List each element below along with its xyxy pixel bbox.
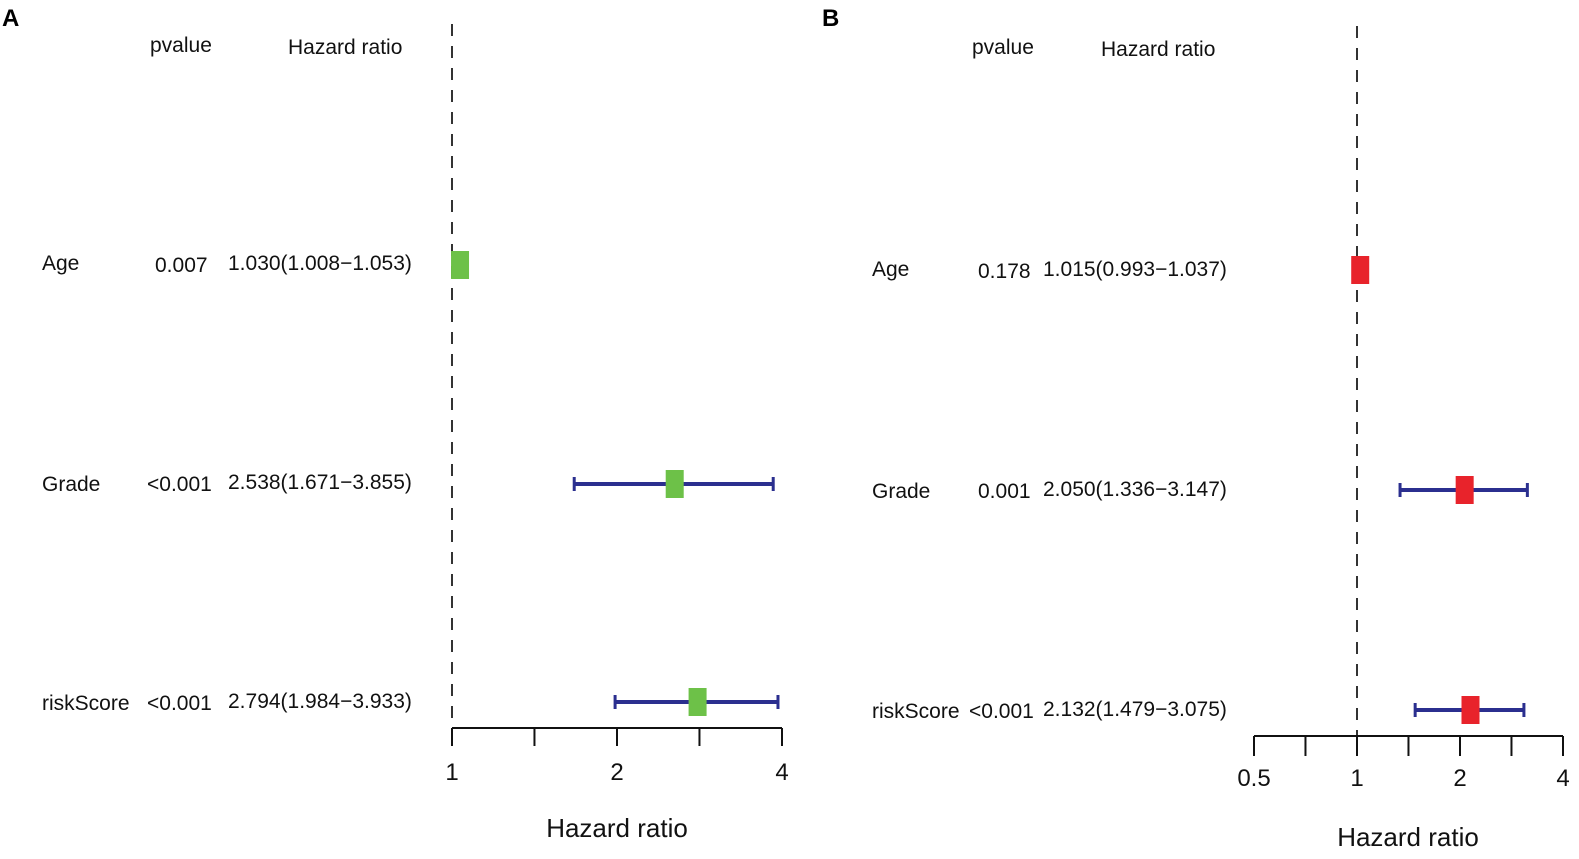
panel-a-x-tick-label: 4 bbox=[775, 759, 788, 786]
panel-a-row-pvalue-riskscore: <0.001 bbox=[147, 692, 212, 715]
panel-b-x-tick-label: 0.5 bbox=[1237, 765, 1270, 792]
panel-b-row-label-grade: Grade bbox=[872, 480, 930, 503]
panel-a-hr-marker-age bbox=[451, 251, 470, 279]
panel-a: A pvalue Hazard ratio Age 0.007 1.030(1.… bbox=[2, 5, 789, 843]
panel-b-x-axis-label: Hazard ratio bbox=[1337, 822, 1479, 852]
panel-b-row-pvalue-grade: 0.001 bbox=[978, 480, 1031, 503]
panel-a-row-pvalue-grade: <0.001 bbox=[147, 473, 212, 496]
panel-a-row-hr-grade: 2.538(1.671−3.855) bbox=[228, 471, 412, 494]
panel-b-plot-area: 0.5 1 2 4 bbox=[1237, 26, 1570, 792]
panel-a-x-axis-label: Hazard ratio bbox=[546, 813, 688, 843]
panel-a-row-label-riskscore: riskScore bbox=[42, 692, 130, 715]
panel-b-x-tick-label: 2 bbox=[1453, 765, 1466, 792]
panel-a-row-hr-riskscore: 2.794(1.984−3.933) bbox=[228, 690, 412, 713]
panel-b-row-hr-grade: 2.050(1.336−3.147) bbox=[1043, 478, 1227, 501]
panel-b-row-hr-riskscore: 2.132(1.479−3.075) bbox=[1043, 698, 1227, 721]
panel-a-hr-marker-riskscore bbox=[688, 688, 707, 716]
panel-b-row-hr-age: 1.015(0.993−1.037) bbox=[1043, 258, 1227, 281]
panel-b: B pvalue Hazard ratio Age 0.178 1.015(0.… bbox=[822, 5, 1570, 852]
panel-a-row-hr-age: 1.030(1.008−1.053) bbox=[228, 252, 412, 275]
panel-b-label: B bbox=[822, 5, 839, 32]
panel-b-x-tick-label: 1 bbox=[1350, 765, 1363, 792]
panel-b-hr-marker-riskscore bbox=[1461, 696, 1480, 724]
panel-a-hr-marker-grade bbox=[665, 470, 684, 498]
panel-a-row-label-age: Age bbox=[42, 252, 79, 275]
panel-a-label: A bbox=[2, 5, 19, 32]
panel-b-hr-marker-grade bbox=[1455, 476, 1474, 504]
panel-a-x-tick-label: 2 bbox=[610, 759, 623, 786]
panel-a-plot-area: 1 2 4 bbox=[445, 24, 789, 786]
panel-a-pvalue-header: pvalue bbox=[150, 34, 212, 57]
panel-b-row-label-age: Age bbox=[872, 258, 909, 281]
panel-b-row-pvalue-riskscore: <0.001 bbox=[969, 700, 1034, 723]
panel-b-row-pvalue-age: 0.178 bbox=[978, 260, 1031, 283]
panel-a-row-pvalue-age: 0.007 bbox=[155, 254, 208, 277]
panel-b-hr-marker-age bbox=[1351, 256, 1370, 284]
panel-a-x-tick-label: 1 bbox=[445, 759, 458, 786]
panel-b-x-tick-label: 4 bbox=[1556, 765, 1569, 792]
panel-b-pvalue-header: pvalue bbox=[972, 36, 1034, 59]
panel-a-row-label-grade: Grade bbox=[42, 473, 100, 496]
panel-b-row-label-riskscore: riskScore bbox=[872, 700, 960, 723]
panel-a-hr-header: Hazard ratio bbox=[288, 36, 402, 59]
panel-b-hr-header: Hazard ratio bbox=[1101, 38, 1215, 61]
